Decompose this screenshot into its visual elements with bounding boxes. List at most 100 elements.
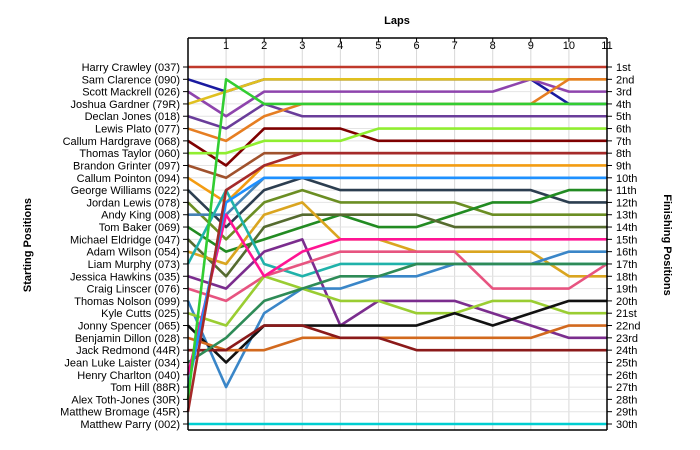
starting-position-label: Lewis Plato (077) [95,124,180,136]
starting-position-label: Matthew Parry (002) [80,419,180,431]
x-tick-label: 2 [261,40,267,52]
series-line-13 [188,176,607,217]
x-tick-label: 6 [413,40,419,52]
series-lines [186,65,608,426]
finishing-position-label: 11th [616,185,637,197]
finishing-position-label: 20th [616,296,637,308]
series-line-20 [186,250,607,389]
finishing-position-label: 27th [616,382,637,394]
series-line-23 [187,324,607,352]
finishing-position-label: 19th [616,284,637,296]
series-line-25 [187,262,607,364]
series-line-24 [188,324,607,352]
labels: 1 2 3 4 5 6 7 8 9 10 11 Harry Crawley (037)Sam Clar… [60,40,640,431]
starting-position-label: Thomas Nolson (099) [74,296,180,308]
series-line-10 [187,164,607,204]
y-axis-right-title: Finishing Positions [661,194,673,295]
series-line-4 [187,78,607,106]
starting-position-label: Matthew Bromage (45R) [60,407,180,419]
finishing-position-label: 13th [616,210,637,222]
x-tick-label: 9 [528,40,534,52]
finishing-position-label: 3rd [616,87,632,99]
series-line-19 [187,250,608,303]
series-line-26 [186,213,607,376]
starting-position-label: Liam Murphy (073) [88,259,180,271]
series-line-12 [187,188,607,241]
starting-position-label: Joshua Gardner (79R) [71,99,180,111]
x-axis-title: Laps [384,15,410,27]
series-line-15 [187,213,607,278]
finishing-position-label: 22nd [616,321,640,333]
starting-position-label: Benjamin Dillon (028) [75,333,180,345]
starting-position-label: Scott Mackrell (026) [82,87,180,99]
finishing-position-label: 5th [616,111,631,123]
series-line-18 [187,238,607,340]
series-line-16 [187,201,607,278]
finishing-position-label: 23rd [616,333,638,345]
starting-position-label: Alex Toth-Jones (30R) [71,394,180,406]
starting-position-label: Jessica Hawkins (035) [70,271,180,283]
x-tick-label: 3 [299,40,305,52]
starting-position-label: Callum Hardgrave (068) [63,136,180,148]
finishing-position-label: 6th [616,124,631,136]
finishing-position-label: 10th [616,173,637,185]
finishing-position-label: 30th [616,419,637,431]
series-line-14 [187,188,607,253]
series-line-5 [187,102,607,130]
finishing-position-label: 28th [616,394,637,406]
finishing-position-label: 17th [616,259,637,271]
axes [183,37,612,431]
finishing-position-label: 14th [616,222,637,234]
starting-position-label: Henry Charlton (040) [77,370,180,382]
finishing-position-label: 7th [616,136,631,148]
finishing-position-label: 2nd [616,74,634,86]
x-tick-label: 5 [375,40,381,52]
finishing-position-label: 21st [616,308,637,320]
finishing-position-label: 18th [616,271,637,283]
series-line-29 [186,151,607,412]
finishing-position-label: 26th [616,370,637,382]
x-tick-label: 10 [563,40,575,52]
starting-position-label: Jonny Spencer (065) [78,321,180,333]
x-tick-label: 4 [337,40,343,52]
finishing-position-label: 1st [616,62,631,74]
starting-position-label: Sam Clarence (090) [82,74,180,86]
finishing-position-label: 25th [616,357,637,369]
finishing-position-label: 16th [616,247,637,259]
starting-position-label: Jean Luke Laister (034) [64,357,180,369]
series-line-27 [186,176,607,388]
starting-position-label: Tom Hill (88R) [110,382,180,394]
series-line-11 [187,176,607,229]
starting-position-label: Adam Wilson (054) [86,247,180,259]
starting-position-label: Thomas Taylor (060) [79,148,180,160]
finishing-position-label: 4th [616,99,631,111]
x-tick-label: 11 [601,40,612,52]
starting-position-label: Brandon Grinter (097) [73,160,180,172]
series-line-8 [188,127,607,155]
starting-position-label: Jordan Lewis (078) [86,197,180,209]
starting-position-label: Declan Jones (018) [85,111,180,123]
starting-position-label: Andy King (008) [101,210,180,222]
starting-position-label: George Williams (022) [71,185,180,197]
starting-position-label: Callum Pointon (094) [77,173,180,185]
starting-position-label: Kyle Cutts (025) [101,308,180,320]
finishing-position-label: 29th [616,407,637,419]
series-line-21 [187,274,607,327]
finishing-position-label: 12th [616,197,637,209]
finishing-position-label: 8th [616,148,631,160]
starting-position-label: Michael Eldridge (047) [70,234,180,246]
finishing-position-label: 15th [616,234,637,246]
x-tick-label: 7 [452,40,458,52]
starting-position-label: Craig Linscer (076) [86,284,180,296]
series-line-3 [187,78,607,118]
y-axis-left-title: Starting Positions [22,198,34,292]
finishing-position-label: 9th [616,160,631,172]
series-line-28 [186,78,607,400]
x-tick-label: 8 [490,40,496,52]
finishing-position-label: 24th [616,345,637,357]
starting-position-label: Jack Redmond (44R) [76,345,180,357]
series-line-22 [187,299,607,364]
starting-position-label: Tom Baker (069) [99,222,180,234]
